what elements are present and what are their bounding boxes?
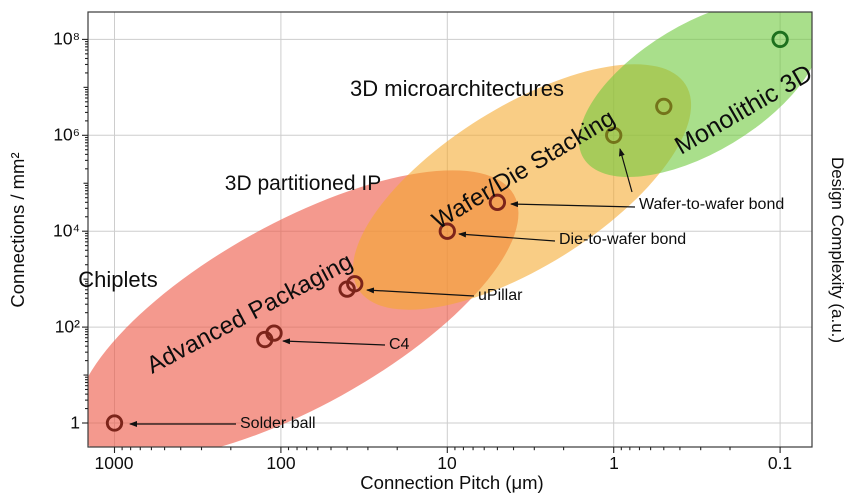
y-tick-1e8: 10⁸: [53, 28, 80, 49]
x-tick-10: 10: [437, 453, 457, 473]
annotation-arrow: [618, 148, 633, 193]
axis-ticks: [82, 38, 781, 453]
region-ellipses: [88, 12, 812, 447]
annotation-die-to-wafer-bond: Die-to-wafer bond: [559, 231, 687, 248]
annotation-arrows: [129, 148, 636, 427]
region-ellipse-monolithic-3d: [578, 12, 812, 177]
y-axis-right-label: Design Complexity (a.u.): [828, 156, 847, 344]
annotation-solder-ball: Solder ball: [240, 415, 316, 432]
y-tick-1e2: 10²: [54, 316, 80, 337]
point-wafer-to-wafer-bond: [605, 126, 623, 144]
point-upillar: [346, 275, 364, 293]
y-axis-label: Connections / mm²: [7, 152, 28, 308]
x-tick-100: 100: [266, 453, 296, 473]
x-tick-0p1: 0.1: [767, 453, 793, 473]
point-c4: [265, 324, 283, 342]
plot-border: [87, 11, 813, 448]
annotation-c4: C4: [389, 336, 410, 353]
annotation-arrow: [510, 201, 636, 208]
y-tick-1e6: 10⁶: [53, 124, 80, 145]
region-caption-3d-partitioned-ip: 3D partitioned IP: [224, 172, 382, 195]
x-tick-1000: 1000: [94, 453, 134, 473]
region-caption-chiplets: Chiplets: [78, 267, 158, 292]
annotation-upillar: uPillar: [478, 287, 523, 304]
y-tick-1: 1: [70, 412, 80, 433]
point-die-to-wafer-bond: [438, 222, 456, 240]
point-monolithic-3d: [771, 30, 789, 49]
data-points: [105, 30, 789, 432]
point-wafer-to-wafer-bond: [488, 193, 507, 211]
y-tick-1e4: 10⁴: [53, 220, 80, 241]
x-axis-label: Connection Pitch (μm): [360, 472, 544, 493]
x-tick-1: 1: [609, 453, 619, 473]
annotation-arrow: [458, 231, 556, 242]
annotation-arrow: [366, 287, 475, 297]
annotation-arrow: [282, 338, 386, 346]
annotation-wafer-to-wafer-bond: Wafer-to-wafer bond: [639, 196, 785, 213]
point-solder-ball: [105, 414, 124, 432]
region-caption-3d-microarchitectures: 3D microarchitectures: [350, 76, 564, 101]
point-pitch-0.5um: [655, 97, 673, 116]
